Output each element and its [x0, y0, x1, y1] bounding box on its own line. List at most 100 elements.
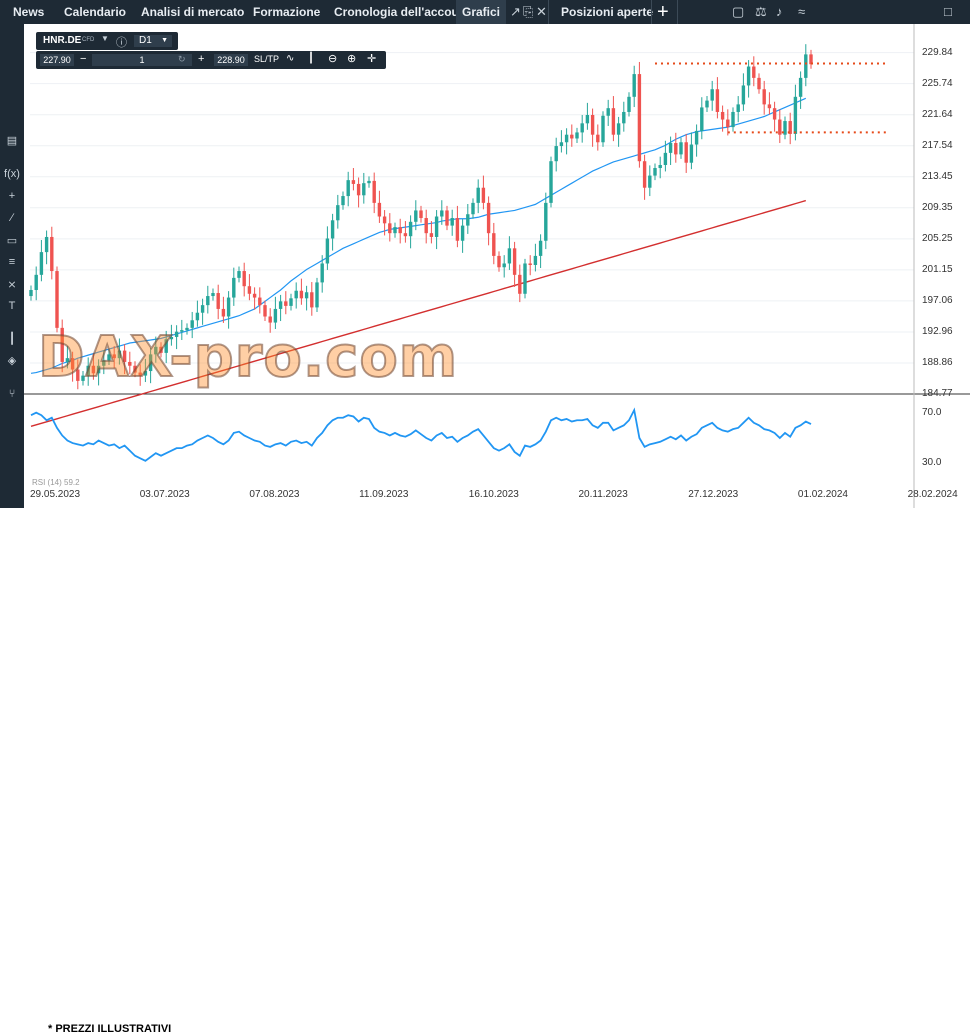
- candle-body: [138, 372, 142, 376]
- tab-grafici[interactable]: Grafici: [456, 0, 507, 24]
- watermark: DAX-pro.com: [37, 324, 459, 391]
- reset-quantity-icon[interactable]: ↻: [178, 54, 186, 64]
- candle-body: [336, 205, 340, 221]
- candle-body: [65, 358, 70, 362]
- decrease-quantity-button[interactable]: −: [80, 53, 87, 65]
- candle-body: [679, 142, 683, 155]
- candle-body: [580, 123, 584, 133]
- price-tick-label: 205.25: [922, 232, 953, 244]
- candle-body: [658, 164, 662, 169]
- candle-body: [606, 108, 610, 116]
- panel-toggle-icon[interactable]: ▢: [732, 4, 745, 19]
- crosshair-icon[interactable]: +: [8, 190, 16, 202]
- ma-long-series: [30, 199, 806, 428]
- candle-body: [762, 89, 766, 105]
- text-tool-icon[interactable]: T: [8, 300, 16, 312]
- candle-body: [518, 274, 522, 294]
- candle-body: [746, 66, 751, 86]
- rsi-tick-label: 30.0: [922, 457, 942, 469]
- candle-body: [466, 214, 470, 226]
- candle-body: [268, 316, 272, 323]
- candle-body: [736, 104, 740, 112]
- candle-body: [507, 248, 512, 264]
- add-tab-button[interactable]: +: [657, 1, 669, 23]
- candle-body: [252, 293, 257, 298]
- candle-body: [419, 210, 423, 219]
- price-alert-icon[interactable]: ⚖: [755, 4, 767, 19]
- candle-body: [273, 308, 278, 323]
- tab-analisi-di-mercato[interactable]: Analisi di mercato: [141, 5, 245, 19]
- fullscreen-icon[interactable]: □: [944, 4, 952, 19]
- share-icon[interactable]: ⑂: [8, 388, 16, 400]
- candlestick-icon[interactable]: ┃: [308, 53, 315, 64]
- layers-icon[interactable]: ◈: [7, 355, 17, 367]
- candle-body: [294, 290, 298, 299]
- candle-body: [330, 220, 335, 239]
- increase-quantity-button[interactable]: +: [198, 53, 205, 65]
- tab-cronologia-account[interactable]: Cronologia dell'account: [334, 5, 471, 19]
- candle-body: [278, 301, 283, 309]
- candle-body: [284, 301, 288, 306]
- candle-body: [752, 66, 756, 78]
- candle-body: [481, 187, 486, 203]
- candle-body: [804, 54, 808, 78]
- candle-body: [757, 77, 761, 90]
- candle-body: [382, 216, 387, 224]
- candle-body: [809, 54, 813, 65]
- chart-layout-icon[interactable]: ▤: [6, 135, 18, 147]
- buy-price[interactable]: 228.90: [214, 54, 248, 66]
- zoom-out-icon[interactable]: ⊖: [328, 53, 338, 65]
- date-tick-label: 03.07.2023: [139, 489, 190, 500]
- price-tick-label: 221.64: [922, 108, 953, 120]
- candle-body: [554, 146, 558, 162]
- candle-body: [450, 218, 454, 226]
- rectangle-icon[interactable]: ▭: [6, 235, 18, 247]
- quantity-input[interactable]: 1: [92, 54, 192, 66]
- candle-body: [325, 238, 330, 264]
- candle-body: [429, 233, 434, 237]
- wifi-signal-icon: ≈: [798, 4, 806, 19]
- candle-body: [164, 339, 168, 353]
- close-tab-icon[interactable]: ✕: [536, 4, 547, 19]
- line-chart-icon[interactable]: ∿: [286, 53, 295, 64]
- info-icon[interactable]: ⓘ: [116, 37, 127, 49]
- candle-body: [403, 233, 408, 237]
- candle-body: [76, 369, 80, 381]
- tab-posizioni-aperte[interactable]: Posizioni aperte: [561, 5, 654, 19]
- candle-body: [96, 365, 101, 374]
- sell-price[interactable]: 227.90: [40, 54, 74, 66]
- dropdown-chevron-icon[interactable]: ▼: [101, 34, 109, 43]
- candle-body: [159, 346, 163, 353]
- price-chart[interactable]: [24, 24, 970, 508]
- tab-formazione[interactable]: Formazione: [253, 5, 321, 19]
- date-tick-label: 01.02.2024: [797, 489, 848, 500]
- zoom-in-icon[interactable]: ⊕: [347, 53, 357, 65]
- tab-news[interactable]: News: [13, 5, 45, 19]
- candle-body: [637, 74, 642, 162]
- trendline-icon[interactable]: ∕: [11, 212, 13, 224]
- instrument-type: CFD: [82, 37, 95, 43]
- candle-settings-icon[interactable]: ┃: [8, 333, 16, 345]
- instrument-symbol[interactable]: HNR.DE: [43, 35, 82, 46]
- candle-body: [356, 183, 361, 196]
- fibonacci-icon[interactable]: ≡: [8, 256, 16, 268]
- ma-short-series: [30, 97, 807, 374]
- external-link-icon[interactable]: ↗: [510, 4, 521, 19]
- timeframe-selector[interactable]: D1 ▼: [134, 35, 172, 47]
- instrument-toolbar: HNR.DE CFD ▼ ⓘ D1 ▼: [36, 32, 178, 50]
- pan-move-icon[interactable]: ✛: [367, 53, 377, 65]
- candle-body: [346, 180, 350, 197]
- detach-icon[interactable]: ⎘: [523, 4, 534, 19]
- candle-body: [304, 292, 309, 299]
- candle-body: [86, 365, 90, 376]
- tab-calendario[interactable]: Calendario: [64, 5, 127, 19]
- pitchfork-icon[interactable]: ⨯: [7, 279, 17, 291]
- sltp-button[interactable]: SL/TP: [254, 54, 280, 64]
- support-resistance-lines: [655, 62, 886, 134]
- indicators-fx-icon[interactable]: f(x): [4, 168, 20, 180]
- candle-body: [502, 263, 506, 268]
- notifications-bell-icon[interactable]: ♪: [776, 4, 783, 19]
- candle-body: [715, 89, 720, 112]
- rsi-tick-label: 70.0: [922, 406, 942, 418]
- trade-toolbar: 227.90 − 1 ↻ + 228.90 SL/TP ∿ ┃ ⊖ ⊕ ✛: [36, 51, 386, 69]
